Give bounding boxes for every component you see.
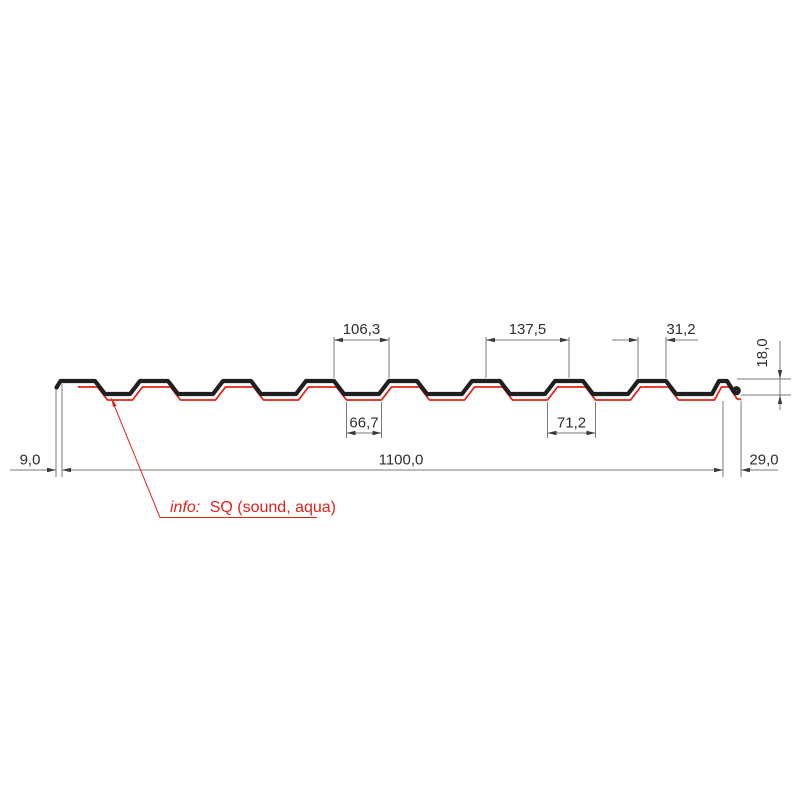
- arrow-right-icon: [380, 337, 389, 343]
- arrow-left-icon: [741, 467, 750, 473]
- dim-bottom-row: 9,0 1100,0 29,0: [10, 384, 779, 477]
- dim-rib-top-gap: 106,3: [333, 321, 390, 378]
- info-label: info: SQ (sound, aqua): [170, 499, 336, 516]
- arrow-left-icon: [547, 430, 557, 436]
- arrow-right-icon: [47, 467, 56, 473]
- info-label-prefix: info:: [170, 499, 200, 516]
- leader-arrow-icon: [111, 397, 117, 407]
- arrow-up-icon: [777, 395, 783, 404]
- dim-label-left-edge: 9,0: [20, 452, 41, 469]
- leader-line: [111, 399, 317, 518]
- dim-label-rib-pitch: 137,5: [509, 321, 547, 338]
- arrow-right-icon: [714, 467, 723, 473]
- dim-rib-pitch: 137,5: [485, 321, 570, 378]
- profile-outline-line: [54, 378, 741, 397]
- dim-label-profile-height: 18,0: [754, 338, 771, 367]
- arrow-right-icon: [372, 430, 382, 436]
- dim-label-rib-base-width: 71,2: [557, 415, 586, 432]
- dim-label-rib-top-width: 31,2: [666, 321, 695, 338]
- dim-label-cover-width: 1100,0: [379, 452, 424, 469]
- dim-valley-bottom-width: 66,7: [346, 402, 382, 438]
- arrow-left-icon: [62, 467, 71, 473]
- arrow-right-icon: [586, 430, 596, 436]
- profile-underside-line: [77, 386, 742, 401]
- arrow-right-icon: [560, 337, 569, 343]
- dim-label-valley-bottom-width: 66,7: [349, 415, 378, 432]
- arrow-left-icon: [334, 337, 343, 343]
- sheet-profile: [54, 378, 742, 401]
- arrow-down-icon: [777, 370, 783, 379]
- dim-rib-base-width: 71,2: [547, 402, 596, 438]
- info-leader: info: SQ (sound, aqua): [111, 397, 336, 518]
- dim-rib-top-width: 31,2: [612, 321, 698, 378]
- arrow-right-icon: [629, 337, 638, 343]
- arrow-left-icon: [486, 337, 495, 343]
- info-label-text: SQ (sound, aqua): [210, 499, 336, 516]
- arrow-left-icon: [666, 337, 675, 343]
- arrow-left-icon: [346, 430, 356, 436]
- dim-label-right-edge: 29,0: [749, 452, 778, 469]
- dim-label-rib-top-gap: 106,3: [343, 321, 381, 338]
- dim-profile-height: 18,0: [737, 338, 791, 410]
